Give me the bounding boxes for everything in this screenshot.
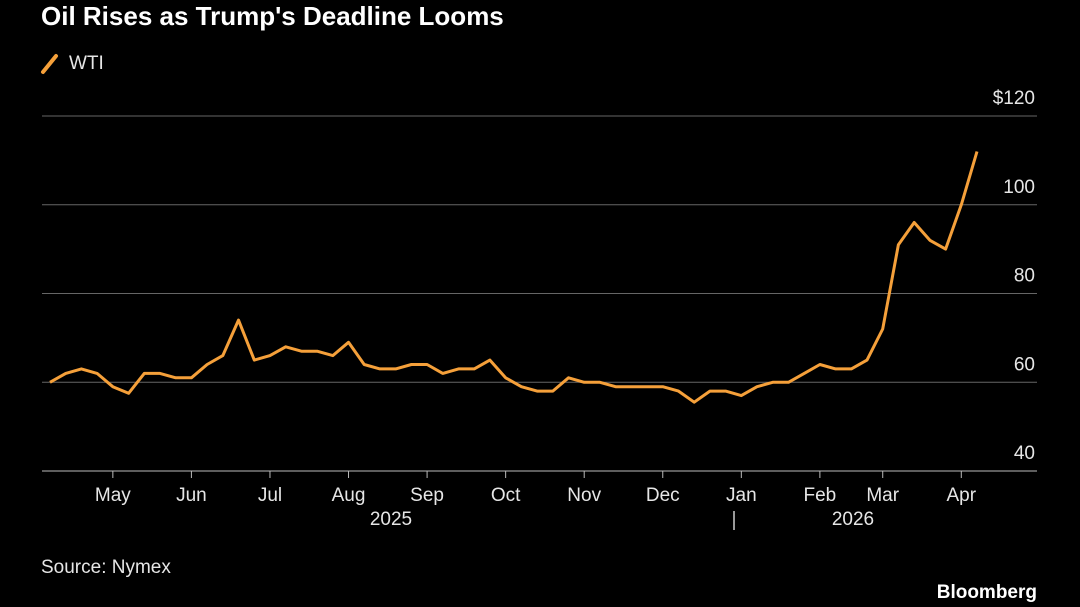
- legend-label: WTI: [69, 53, 104, 74]
- x-tick-label: Jun: [176, 485, 207, 506]
- x-tick-label: Aug: [332, 485, 366, 506]
- y-tick-label: 80: [1014, 266, 1035, 287]
- y-tick-label: 60: [1014, 354, 1035, 375]
- line-series: [49, 151, 979, 404]
- y-tick-label: $120: [993, 88, 1035, 109]
- x-tick-label: Apr: [946, 485, 976, 506]
- y-tick-label: 100: [1003, 177, 1035, 198]
- x-tick-label: Sep: [410, 485, 444, 506]
- x-tick-label: Nov: [567, 485, 601, 506]
- source: Source: Nymex: [41, 557, 171, 578]
- x-tick-label: Mar: [866, 485, 899, 506]
- x-tick-label: May: [95, 485, 131, 506]
- brand: Bloomberg: [937, 582, 1037, 603]
- legend-swatch: [41, 54, 58, 74]
- x-tick-label: Feb: [804, 485, 837, 506]
- y-tick-label: 40: [1014, 443, 1035, 464]
- x-tick-label: Jan: [726, 485, 757, 506]
- chart-title: Oil Rises as Trump's Deadline Looms: [41, 1, 504, 31]
- year-label: 2025: [370, 509, 412, 530]
- x-tick-label: Oct: [491, 485, 521, 506]
- x-tick-label: Dec: [646, 485, 680, 506]
- year-label: 2026: [832, 509, 874, 530]
- x-tick-label: Jul: [258, 485, 282, 506]
